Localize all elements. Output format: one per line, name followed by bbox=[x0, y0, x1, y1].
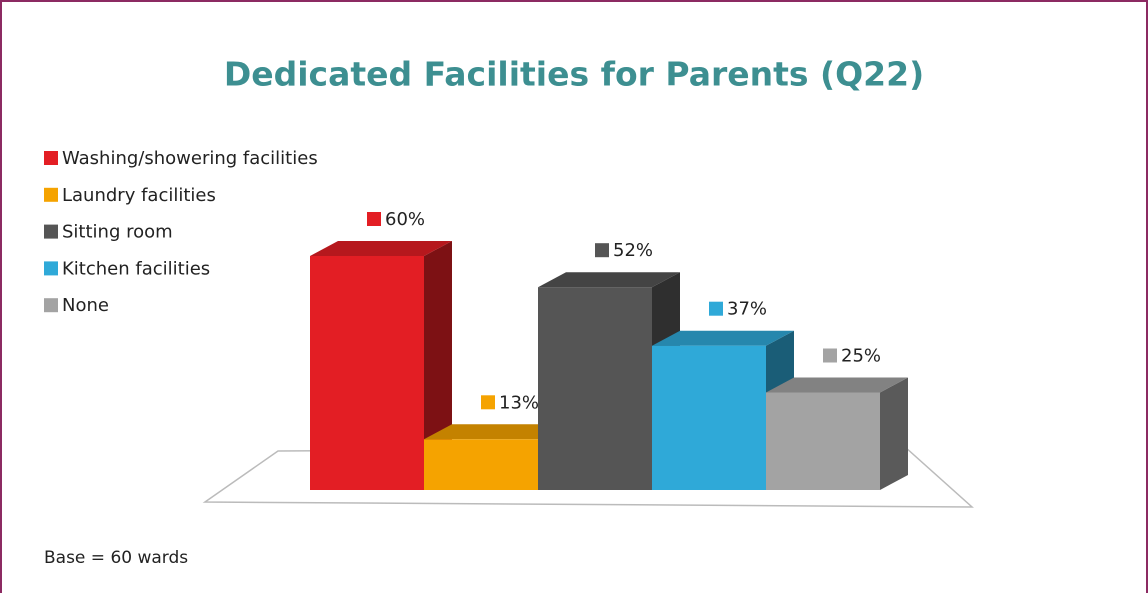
value-label: 13% bbox=[499, 392, 539, 413]
legend-label: Laundry facilities bbox=[62, 185, 216, 206]
value-swatch bbox=[595, 243, 609, 258]
legend-swatch bbox=[44, 298, 58, 313]
legend-label: None bbox=[62, 295, 109, 316]
bar-front bbox=[766, 392, 880, 490]
legend-label: Washing/showering facilities bbox=[62, 148, 318, 169]
bar-side bbox=[424, 241, 452, 490]
value-swatch bbox=[823, 348, 837, 363]
value-swatch bbox=[367, 212, 381, 226]
bar-top bbox=[424, 424, 566, 440]
chart-title: Dedicated Facilities for Parents (Q22) bbox=[224, 55, 924, 94]
legend-swatch bbox=[44, 261, 58, 276]
bar-top bbox=[766, 377, 908, 393]
value-swatch bbox=[481, 395, 495, 410]
legend-label: Kitchen facilities bbox=[62, 258, 210, 279]
bar-side bbox=[880, 377, 908, 490]
bar-front bbox=[538, 287, 652, 490]
legend-swatch bbox=[44, 151, 58, 165]
bar bbox=[310, 241, 452, 490]
bar-top bbox=[538, 272, 680, 288]
bar-top bbox=[652, 330, 794, 346]
bar-front bbox=[652, 345, 766, 490]
bar-top bbox=[310, 241, 452, 256]
value-label: 37% bbox=[727, 299, 767, 320]
bar-front bbox=[310, 256, 424, 490]
value-swatch bbox=[709, 301, 723, 316]
value-label: 25% bbox=[841, 346, 881, 367]
bar-front bbox=[424, 439, 538, 490]
legend-label: Sitting room bbox=[62, 222, 173, 243]
value-label: 52% bbox=[613, 240, 653, 261]
bar bbox=[766, 377, 908, 490]
legend-swatch bbox=[44, 187, 58, 202]
footnote: Base = 60 wards bbox=[44, 548, 188, 568]
legend-swatch bbox=[44, 224, 58, 239]
bars bbox=[310, 241, 908, 490]
value-label: 60% bbox=[385, 209, 425, 230]
